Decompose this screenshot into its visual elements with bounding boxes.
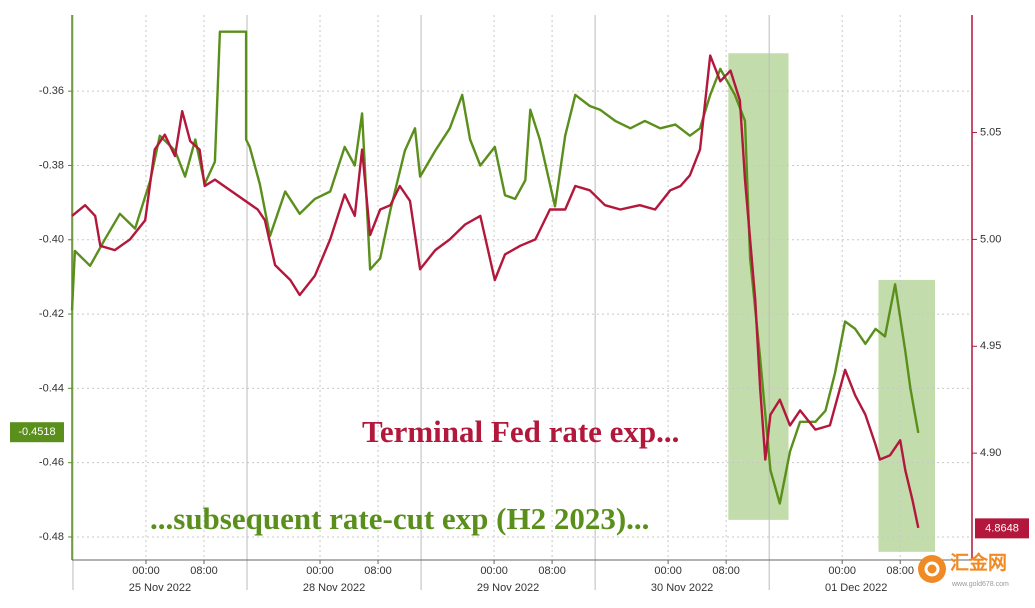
series-line bbox=[71, 54, 920, 529]
date-label: 25 Nov 2022 bbox=[129, 582, 191, 594]
watermark: 汇金网 www.gold678.com bbox=[918, 551, 1009, 588]
x-tick-label: 08:00 bbox=[886, 565, 914, 577]
y-tick-label: -0.44 bbox=[39, 382, 64, 394]
series-line bbox=[70, 30, 920, 505]
x-tick-label: 08:00 bbox=[190, 565, 218, 577]
x-tick-label: 00:00 bbox=[306, 565, 334, 577]
x-tick-label: 00:00 bbox=[480, 565, 508, 577]
legend-annotation: ...subsequent rate-cut exp (H2 2023)... bbox=[150, 501, 649, 536]
y-tick-label: -0.48 bbox=[39, 531, 64, 543]
watermark-icon bbox=[918, 555, 946, 583]
last-value-box bbox=[10, 422, 64, 443]
y-tick-label: -0.36 bbox=[39, 85, 64, 97]
watermark-url: www.gold678.com bbox=[951, 581, 1009, 588]
x-tick-label: 08:00 bbox=[712, 565, 740, 577]
y2-tick-label: 5.05 bbox=[980, 126, 1001, 138]
watermark-name: 汇金网 bbox=[950, 551, 1007, 574]
y-tick-label: -0.46 bbox=[39, 457, 64, 469]
x-tick-label: 00:00 bbox=[132, 565, 160, 577]
watermark-icon-ring bbox=[924, 561, 940, 577]
y-tick-label: -0.42 bbox=[39, 308, 64, 320]
x-tick-label: 00:00 bbox=[654, 565, 682, 577]
last-value-box bbox=[975, 518, 1029, 539]
x-tick-label: 08:00 bbox=[364, 565, 392, 577]
x-tick-label: 00:00 bbox=[828, 565, 856, 577]
y-tick-label: -0.38 bbox=[39, 159, 64, 171]
overlay-layer: -0.36 -0.38 -0.40 -0.42 -0.44 -0.46 -0.48 5.05 5… bbox=[10, 85, 1029, 594]
last-value-label: -0.4518 bbox=[18, 426, 55, 438]
y2-tick-label: 4.90 bbox=[980, 447, 1001, 459]
y2-tick-label: 5.00 bbox=[980, 233, 1001, 245]
data-layer bbox=[70, 30, 920, 529]
date-label: 30 Nov 2022 bbox=[651, 582, 713, 594]
date-label: 01 Dec 2022 bbox=[825, 582, 887, 594]
legend-annotation: Terminal Fed rate exp... bbox=[362, 414, 679, 449]
date-label: 29 Nov 2022 bbox=[477, 582, 539, 594]
last-value-label: 4.8648 bbox=[985, 522, 1019, 534]
x-tick-label: 08:00 bbox=[538, 565, 566, 577]
y-tick-label: -0.40 bbox=[39, 234, 64, 246]
date-label: 28 Nov 2022 bbox=[303, 582, 365, 594]
highlight-box bbox=[728, 53, 789, 520]
y2-tick-label: 4.95 bbox=[980, 340, 1001, 352]
